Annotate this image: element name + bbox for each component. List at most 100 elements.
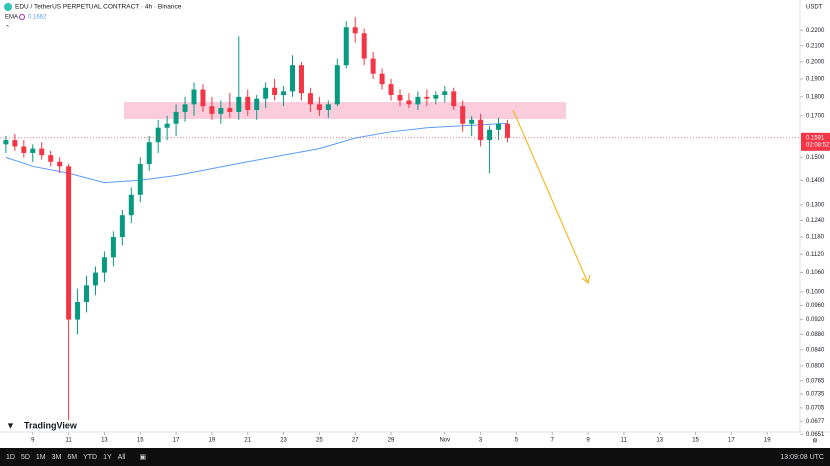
- candle-body: [236, 96, 242, 112]
- y-tick-label: 0.1300: [806, 202, 825, 208]
- y-tick-label: 0.1240: [806, 218, 825, 224]
- candle-body: [39, 148, 45, 156]
- y-tick-label: 0.0765: [806, 378, 825, 384]
- candle-body: [48, 155, 54, 162]
- y-tick-label: 0.0735: [806, 392, 825, 398]
- candle-body: [128, 194, 134, 216]
- candle-body: [254, 98, 260, 111]
- collapse-toggle[interactable]: ⌃: [5, 25, 10, 32]
- x-tick-label: 17: [173, 438, 180, 444]
- y-tick-label: 0.1400: [806, 178, 825, 184]
- x-tick-label: 9: [586, 438, 590, 444]
- candle-body: [397, 95, 403, 101]
- y-tick-label: 0.0677: [806, 419, 825, 425]
- candle-body: [263, 87, 269, 99]
- candle-body: [110, 236, 116, 258]
- x-tick-label: 7: [551, 438, 555, 444]
- candle-body: [504, 123, 510, 138]
- candle-body: [361, 33, 367, 59]
- range-button[interactable]: All: [117, 453, 126, 461]
- range-button[interactable]: 3M: [51, 453, 62, 461]
- currency[interactable]: USDT: [806, 5, 823, 11]
- arrow-head: [581, 274, 591, 285]
- x-tick-label: 29: [388, 438, 395, 444]
- range-list: 1D 5D 1M 3M 6M YTD 1Y All: [0, 454, 125, 461]
- candle-body: [415, 96, 421, 105]
- y-tick-label: 0.2000: [806, 59, 825, 65]
- last-price-label: 0.1591: [806, 135, 825, 141]
- candle-body: [460, 106, 466, 124]
- x-tick-label: 15: [137, 438, 144, 444]
- x-tick-label: 25: [316, 438, 323, 444]
- y-tick-label: 0.0800: [806, 364, 825, 370]
- x-tick-label: 11: [621, 438, 628, 444]
- clock: 13:09:08 UTC: [780, 453, 824, 461]
- resistance-zone: [124, 102, 566, 119]
- candle-body: [119, 215, 125, 237]
- candle-body: [272, 87, 278, 96]
- settings[interactable]: ⚙: [812, 438, 817, 445]
- y-tick-label: 0.1900: [806, 76, 825, 82]
- y-tick-label: 0.1000: [806, 289, 825, 295]
- candle-body: [343, 27, 349, 66]
- symbol-icon: [4, 3, 12, 11]
- x-tick-label: 17: [728, 438, 735, 444]
- logo-mark: ▼: [6, 420, 15, 430]
- candle-body: [3, 140, 9, 145]
- range-button[interactable]: 1D: [6, 453, 15, 461]
- range-button[interactable]: YTD: [83, 453, 98, 461]
- x-tick-label: 13: [656, 438, 663, 444]
- y-tick-label: 0.0651: [806, 432, 825, 438]
- x-tick-label: 15: [692, 438, 699, 444]
- range-button[interactable]: 1Y: [103, 453, 112, 461]
- candle-body: [424, 96, 430, 99]
- range-button[interactable]: 6M: [67, 453, 78, 461]
- x-tick-label: Nov: [439, 438, 450, 444]
- last-price-box: [801, 132, 830, 151]
- candle-body: [66, 166, 72, 320]
- x-tick-label: 13: [101, 438, 108, 444]
- x-tick-label: 19: [209, 438, 216, 444]
- x-tick-label: 23: [280, 438, 287, 444]
- y-tick-label: 0.1180: [806, 235, 825, 241]
- candle-body: [442, 91, 448, 96]
- y-tick-label: 0.1120: [806, 252, 825, 258]
- candle-body: [173, 111, 179, 124]
- candle-body: [487, 129, 493, 141]
- indicator-value: 0.1662: [28, 15, 47, 21]
- candle-body: [155, 127, 161, 143]
- x-tick-label: 9: [31, 438, 35, 444]
- y-tick-label: 0.0960: [806, 303, 825, 309]
- candle-body: [21, 146, 27, 153]
- candle-body: [191, 89, 197, 105]
- ema-line: [5, 122, 508, 184]
- candle-body: [352, 27, 358, 34]
- candle-body: [84, 285, 90, 303]
- candle-body: [30, 148, 36, 153]
- candle-body: [451, 91, 457, 107]
- candle-body: [281, 91, 287, 96]
- x-tick-label: 27: [352, 438, 359, 444]
- date-range-icon[interactable]: ▣: [139, 454, 147, 461]
- toolbar: 1D 5D 1M 3M 6M YTD 1Y All ▣ 13:09:08 UTC: [0, 448, 830, 466]
- indicator-name[interactable]: EMA: [5, 15, 18, 21]
- candle-body: [75, 302, 81, 320]
- candle-body: [433, 95, 439, 99]
- forecast-arrow: [512, 109, 591, 285]
- symbol-title[interactable]: EDU / TetherUS PERPETUAL CONTRACT · 4h ·…: [15, 4, 182, 11]
- y-tick-label: 0.2100: [806, 43, 825, 49]
- candle-body: [290, 65, 296, 92]
- candle-body: [12, 140, 18, 147]
- countdown: 02:08:52: [806, 142, 830, 148]
- candle-body: [218, 108, 224, 114]
- y-tick-label: 0.2200: [806, 28, 825, 34]
- candle-body: [478, 119, 484, 141]
- candle-body: [370, 58, 376, 74]
- candle-body: [469, 119, 475, 124]
- candle-body: [101, 257, 107, 273]
- y-tick-label: 0.1500: [806, 155, 825, 161]
- x-tick-label: 3: [479, 438, 483, 444]
- range-button[interactable]: 1M: [35, 453, 46, 461]
- range-button[interactable]: 5D: [20, 453, 30, 461]
